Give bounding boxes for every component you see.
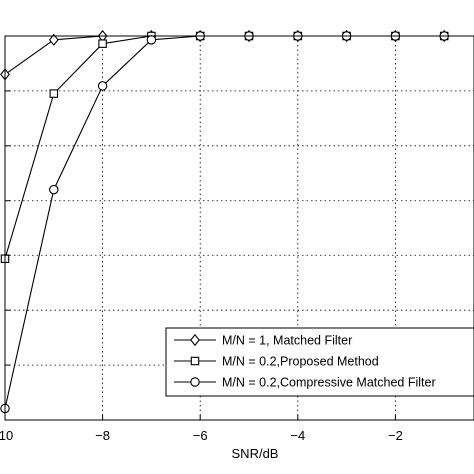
series-diamond: [0, 29, 474, 81]
legend-marker-diamond: [190, 333, 200, 347]
legend: M/N = 1, Matched Filter M/N = 0.2,Propose…: [165, 327, 474, 397]
series-line-square: [4, 35, 474, 259]
x-tick-label: −4: [290, 428, 305, 443]
data-point-square: [49, 89, 59, 98]
data-point-circle: [49, 184, 59, 195]
data-point-circle: [97, 81, 108, 91]
legend-marker-square: [190, 356, 200, 366]
data-point-diamond: [48, 33, 59, 46]
axis-ticks: 10 −8 −6 −4 −2: [0, 35, 403, 443]
series-square: [0, 31, 474, 263]
series-line-diamond: [4, 35, 474, 75]
x-tick-label: −6: [193, 428, 208, 443]
x-axis-label: SNR/dB: [232, 446, 279, 461]
legend-label: M/N = 0.2,Compressive Matched Filter: [222, 376, 436, 390]
data-point-circle: [146, 35, 157, 45]
data-point-square: [98, 39, 107, 48]
legend-label: M/N = 0.2,Proposed Method: [222, 355, 379, 369]
x-tick-label: −8: [95, 428, 110, 443]
legend-marker-circle: [190, 377, 200, 387]
legend-box: [165, 327, 474, 397]
x-tick-label: −2: [388, 428, 403, 443]
legend-label: M/N = 1, Matched Filter: [222, 334, 352, 348]
x-tick-label: 10: [0, 428, 13, 443]
plot-frame: [4, 35, 474, 421]
